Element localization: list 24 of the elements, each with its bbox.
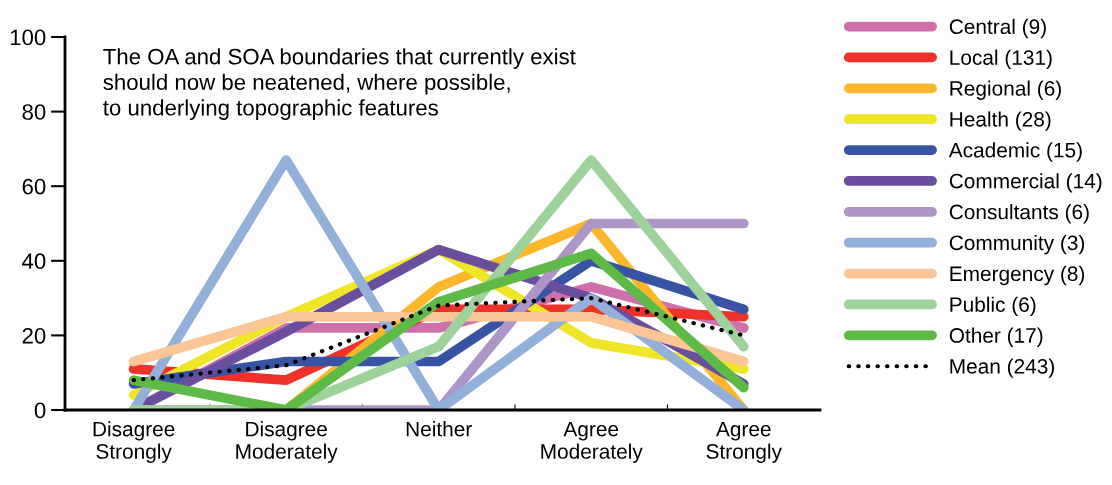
y-tick-label: 0 xyxy=(34,402,46,419)
legend-label: Central (9) xyxy=(949,18,1046,39)
text: The OA and SOA boundaries that currently exist should now be neatened, where possible, to underlying topographic features xyxy=(103,48,576,120)
legend-label: Emergency (8) xyxy=(950,265,1085,286)
y-tick-label: 40 xyxy=(22,253,46,270)
y-tick-label: 60 xyxy=(22,178,46,195)
y-tick-label: 80 xyxy=(22,104,46,120)
x-tick-label: Neither xyxy=(406,421,472,437)
y-tick-label: 100 xyxy=(10,29,46,46)
legend-label: Other (17) xyxy=(949,327,1043,347)
legend-label: Local (131) xyxy=(950,49,1052,70)
legend-label: Academic (15) xyxy=(948,142,1082,162)
x-tick-label: Agree Moderately xyxy=(541,421,643,463)
legend-label: Commercial (14) xyxy=(949,173,1102,193)
legend-label: Community (3) xyxy=(949,234,1085,255)
x-tick-label: Agree Strongly xyxy=(706,421,782,463)
y-tick-label: 20 xyxy=(22,327,46,344)
legend-label: Mean (243) xyxy=(950,358,1054,378)
x-tick-label: Disagree Moderately xyxy=(236,421,338,463)
legend-label: Health (28) xyxy=(950,111,1051,131)
x-tick-label: Disagree Strongly xyxy=(93,421,175,463)
legend-label: Public (6) xyxy=(950,296,1036,317)
legend-label: Regional (6) xyxy=(950,80,1061,100)
legend-label: Consultants (6) xyxy=(949,204,1089,224)
